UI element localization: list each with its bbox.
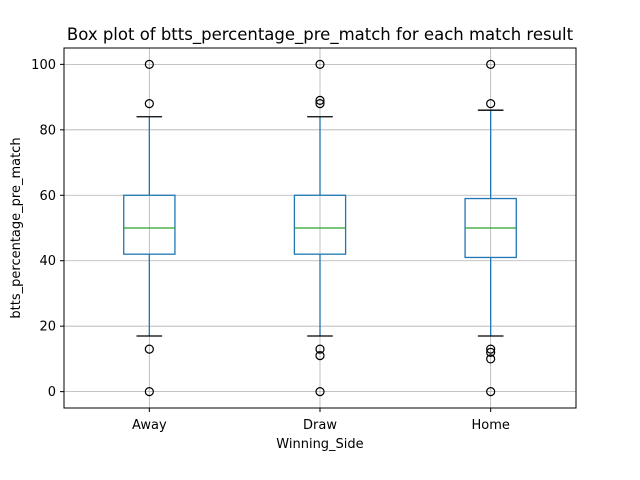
x-tick-label: Draw [303, 418, 337, 433]
outlier-point [144, 59, 154, 69]
outlier-point [315, 95, 325, 105]
outlier-point [315, 99, 325, 109]
x-tick-label: Away [132, 418, 167, 433]
chart-title: Box plot of btts_percentage_pre_match fo… [67, 25, 574, 45]
x-axis-label: Winning_Side [276, 437, 363, 452]
y-tick-label: 60 [39, 189, 56, 204]
outlier-point [315, 351, 325, 361]
y-tick-label: 0 [48, 385, 56, 400]
outlier-point [144, 344, 154, 354]
outlier-point [486, 59, 496, 69]
outlier-point [315, 387, 325, 397]
outlier-point [486, 354, 496, 364]
iqr-box [123, 194, 176, 255]
box-group-draw [293, 59, 347, 397]
box-group-home [464, 59, 517, 397]
x-tick-label: Home [471, 418, 509, 433]
y-tick-label: 100 [31, 58, 56, 73]
boxes [123, 59, 517, 397]
y-tick-label: 20 [39, 320, 56, 335]
axis-ticks: 0 20 40 60 80 100 Away Draw Home [31, 58, 510, 433]
box-group-away [123, 59, 176, 397]
y-tick-label: 80 [39, 123, 56, 138]
outlier-point [486, 99, 496, 109]
outlier-point [315, 59, 325, 69]
iqr-box [293, 194, 347, 255]
y-axis-label: btts_percentage_pre_match [9, 137, 24, 318]
outlier-point [486, 387, 496, 397]
outlier-point [144, 99, 154, 109]
outlier-point [144, 387, 154, 397]
outlier-point [315, 344, 325, 354]
y-tick-label: 40 [39, 254, 56, 269]
outlier-point [486, 344, 496, 354]
outlier-point [486, 347, 496, 357]
